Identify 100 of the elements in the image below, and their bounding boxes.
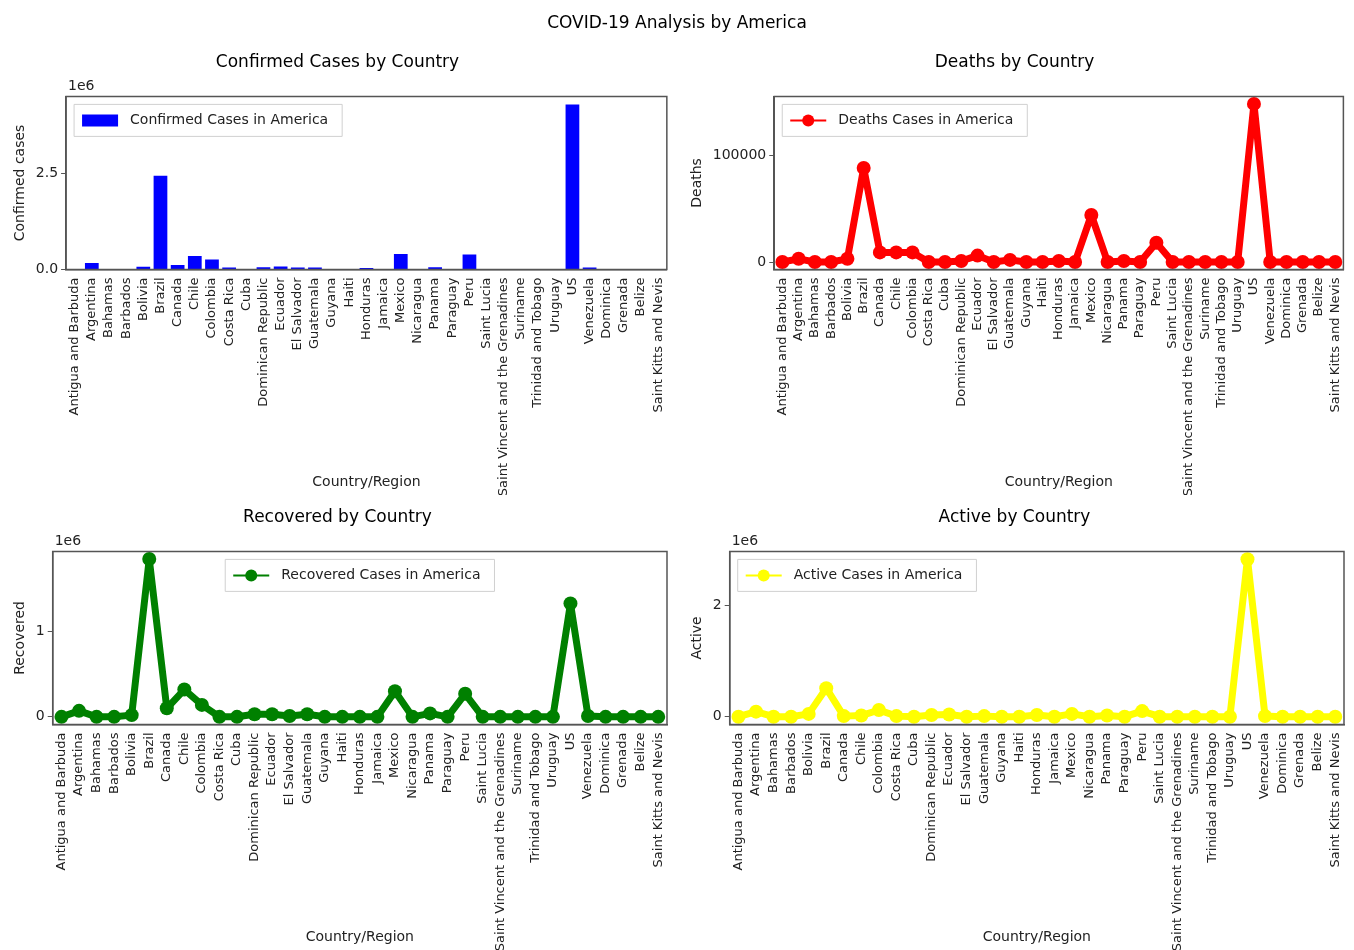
- x-tick-label: Honduras: [357, 277, 373, 341]
- point: [1135, 704, 1150, 719]
- x-tick-label: Saint Kitts and Nevis: [649, 732, 665, 868]
- x-tick-label: Ecuador: [272, 276, 287, 331]
- point: [824, 255, 839, 270]
- point: [1149, 235, 1164, 250]
- x-tick-label: Haiti: [1010, 732, 1026, 763]
- x-tick-label: Cuba: [228, 732, 244, 767]
- point: [1263, 255, 1278, 270]
- x-tick-label: Grenada: [615, 277, 631, 334]
- bar: [84, 262, 99, 269]
- x-tick-label: Argentina: [747, 732, 763, 796]
- x-tick-label: Antigua and Barbuda: [66, 277, 82, 416]
- point: [142, 552, 157, 567]
- x-tick-label: Paraguay: [1115, 732, 1131, 794]
- point: [651, 709, 666, 724]
- x-tick-label: Dominican Republic: [245, 732, 261, 862]
- x-tick-label: Jamaica: [374, 277, 390, 330]
- x-tick-label: Jamaica: [1066, 277, 1082, 330]
- point: [124, 708, 139, 723]
- point: [352, 709, 367, 724]
- x-tick-label: Dominican Republic: [254, 277, 270, 407]
- point: [1205, 709, 1220, 724]
- x-tick-label: Barbados: [782, 732, 798, 794]
- point: [959, 709, 974, 724]
- point: [1117, 709, 1132, 724]
- x-tick-label: Chile: [852, 732, 868, 766]
- text: 1e6: [68, 77, 95, 94]
- x-axis-title: Country/Region: [982, 928, 1091, 945]
- x-tick-label: Honduras: [1050, 277, 1066, 341]
- point: [1214, 255, 1229, 270]
- point: [300, 707, 315, 722]
- point: [633, 709, 648, 724]
- x-tick-label: Barbados: [117, 277, 133, 339]
- point: [89, 709, 104, 724]
- point: [1051, 253, 1066, 268]
- x-tick-label: Belize: [632, 732, 648, 772]
- x-tick-label: Suriname: [1196, 277, 1212, 340]
- x-tick-label: Peru: [456, 732, 472, 762]
- point: [1035, 255, 1050, 270]
- x-tick-label: Paraguay: [438, 732, 454, 794]
- point: [937, 255, 952, 270]
- point: [1012, 709, 1027, 724]
- point: [159, 701, 174, 716]
- point: [1230, 255, 1245, 270]
- x-tick-label: Mexico: [1063, 732, 1079, 778]
- point: [1003, 252, 1018, 267]
- x-tick-label: Bahamas: [764, 732, 780, 793]
- point: [1116, 253, 1131, 268]
- point: [1133, 255, 1148, 270]
- point: [970, 248, 985, 263]
- x-tick-label: Paraguay: [1131, 277, 1147, 339]
- point: [194, 697, 209, 712]
- x-tick-label: Saint Lucia: [1164, 277, 1180, 349]
- point: [423, 706, 438, 721]
- x-tick-label: Peru: [1133, 732, 1149, 762]
- x-tick-label: Venezuela: [579, 732, 595, 800]
- x-tick-label: Argentina: [790, 277, 806, 341]
- x-tick-label: Argentina: [70, 732, 86, 796]
- y-axis-title: Deaths: [688, 158, 705, 208]
- y-axis-title: Active: [688, 616, 705, 660]
- x-tick-label: Canada: [169, 277, 185, 327]
- bar: [205, 259, 219, 269]
- point: [766, 709, 781, 724]
- point: [1165, 255, 1180, 270]
- point: [840, 251, 855, 266]
- point: [177, 682, 192, 697]
- point: [954, 253, 969, 268]
- point: [1240, 552, 1255, 567]
- point: [1064, 706, 1079, 721]
- x-tick-label: Saint Vincent and the Grenadines: [1180, 277, 1196, 497]
- x-tick-label: Ecuador: [263, 731, 279, 786]
- x-tick-label: Mexico: [1082, 277, 1098, 323]
- x-tick-label: Bolivia: [838, 277, 854, 321]
- x-tick-label: Costa Rica: [220, 277, 236, 347]
- y-tick-label: 1: [35, 622, 45, 639]
- x-tick-label: Honduras: [1028, 732, 1044, 796]
- point: [854, 708, 869, 723]
- x-tick-label: Saint Vincent and the Grenadines: [491, 732, 507, 950]
- point: [54, 709, 69, 724]
- point: [905, 245, 920, 260]
- point: [784, 709, 799, 724]
- x-tick-label: Grenada: [1294, 277, 1310, 334]
- point: [907, 709, 921, 724]
- x-axis-title: Country/Region: [312, 473, 421, 490]
- bar: [153, 175, 168, 269]
- x-tick-label: Belize: [1309, 732, 1325, 772]
- point: [871, 702, 886, 717]
- point: [924, 708, 939, 723]
- point: [510, 709, 525, 724]
- point: [282, 708, 297, 723]
- x-tick-label: Suriname: [512, 277, 528, 340]
- x-tick-label: Paraguay: [443, 277, 459, 339]
- x-tick-label: Nicaragua: [409, 277, 425, 344]
- x-tick-label: Saint Lucia: [1151, 732, 1167, 804]
- y-tick-label: 0: [757, 252, 767, 269]
- x-tick-label: Bolivia: [123, 732, 139, 776]
- x-tick-label: El Salvador: [289, 276, 305, 351]
- x-tick-label: Honduras: [351, 732, 367, 796]
- x-tick-label: Trinidad and Tobago: [529, 277, 545, 409]
